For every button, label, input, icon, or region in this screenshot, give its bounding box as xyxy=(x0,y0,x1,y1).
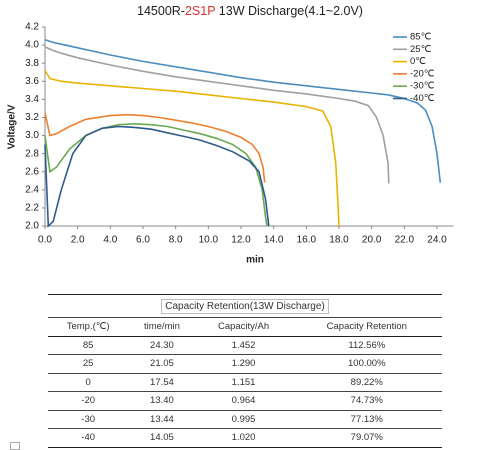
x-tick-label: 8.0 xyxy=(169,235,183,246)
series-line xyxy=(44,38,442,183)
table-cell: 74.73% xyxy=(291,391,442,411)
table-cell: 1.452 xyxy=(195,336,292,355)
y-axis-label: Voltage/V xyxy=(7,104,18,149)
caption-cell: Capacity Retention(13W Discharge) xyxy=(48,294,442,318)
y-tick-label: 4.0 xyxy=(25,40,39,51)
table-cell: -40 xyxy=(48,428,129,448)
retention-table: Capacity Retention(13W Discharge) Temp.(℃… xyxy=(48,294,442,448)
table-row: 85 24.30 1.452 112.56% xyxy=(48,336,442,355)
legend-label: -20℃ xyxy=(410,68,435,79)
x-tick-label: 24.0 xyxy=(427,235,447,246)
table-cell: 79.07% xyxy=(291,428,442,448)
x-tick-label: 20.0 xyxy=(362,235,382,246)
table-row: 0 17.54 1.151 89.22% xyxy=(48,373,442,392)
x-tick-label: 10.0 xyxy=(199,235,219,246)
y-tick-label: 3.0 xyxy=(25,130,39,141)
series-line xyxy=(44,46,390,184)
table-cell: 0 xyxy=(48,373,129,392)
legend-label: 0℃ xyxy=(410,56,426,67)
header-cell: Capacity Retention xyxy=(291,317,442,337)
y-tick-label: 3.8 xyxy=(25,58,39,69)
table-cell: 24.30 xyxy=(128,336,196,355)
caption-row: Capacity Retention(13W Discharge) xyxy=(48,294,442,318)
legend-label: 85℃ xyxy=(410,32,432,43)
table-cell: 14.05 xyxy=(128,428,196,448)
series-line xyxy=(44,112,266,183)
y-tick-label: 3.4 xyxy=(25,94,39,105)
table-cell: 100.00% xyxy=(291,354,442,374)
header-row: Temp.(℃) time/min Capacity/Ah Capacity Rete… xyxy=(48,317,442,337)
table-cell: -20 xyxy=(48,391,129,411)
x-tick-label: 18.0 xyxy=(329,235,349,246)
x-tick-label: 12.0 xyxy=(231,235,251,246)
table-cell: 85 xyxy=(48,336,129,355)
x-tick-label: 0.0 xyxy=(38,235,52,246)
chart: 14500R-2S1P 13W Discharge(4.1~2.0V) min … xyxy=(7,4,454,266)
x-tick-label: 6.0 xyxy=(136,235,150,246)
header-cell: Capacity/Ah xyxy=(195,317,292,337)
y-tick-label: 2.6 xyxy=(25,166,39,177)
header-cell: Temp.(℃) xyxy=(48,317,129,337)
checkbox-icon xyxy=(10,442,20,450)
title-part: 14500R- xyxy=(137,4,185,18)
table-cell: 21.05 xyxy=(128,354,196,374)
title-part: 2S1P xyxy=(185,4,215,18)
table-cell: 13.44 xyxy=(128,410,196,429)
y-tick-label: 2.8 xyxy=(25,148,39,159)
y-tick-label: 4.2 xyxy=(25,22,39,33)
table-cell: 89.22% xyxy=(291,373,442,392)
table-cell: 13.40 xyxy=(128,391,196,411)
table-cell: -30 xyxy=(48,410,129,429)
table-cell: 25 xyxy=(48,354,129,374)
series-line xyxy=(44,125,270,228)
title-part: 13W Discharge(4.1~2.0V) xyxy=(215,4,363,18)
table-cell: 1.290 xyxy=(195,354,292,374)
legend-label: 25℃ xyxy=(410,44,432,55)
y-tick-label: 2.4 xyxy=(25,184,39,195)
x-tick-label: 2.0 xyxy=(71,235,85,246)
y-tick-label: 3.2 xyxy=(25,112,39,123)
table-cell: 1.020 xyxy=(195,428,292,448)
x-tick-label: 14.0 xyxy=(264,235,284,246)
x-tick-label: 22.0 xyxy=(395,235,415,246)
table-cell: 0.995 xyxy=(195,410,292,429)
table-cell: 0.964 xyxy=(195,391,292,411)
series-line xyxy=(44,122,268,227)
y-tick-label: 2.2 xyxy=(25,203,39,214)
table-row: -20 13.40 0.964 74.73% xyxy=(48,391,442,411)
x-tick-label: 16.0 xyxy=(297,235,317,246)
table-row: -40 14.05 1.020 79.07% xyxy=(48,428,442,448)
table-caption: Capacity Retention(13W Discharge) xyxy=(161,298,329,314)
table-cell: 1.151 xyxy=(195,373,292,392)
chart-title: 14500R-2S1P 13W Discharge(4.1~2.0V) xyxy=(137,4,363,18)
x-axis-label: min xyxy=(246,255,264,266)
table-row: 25 21.05 1.290 100.00% xyxy=(48,354,442,374)
x-tick-label: 4.0 xyxy=(103,235,117,246)
table-cell: 112.56% xyxy=(291,336,442,355)
table-cell: 17.54 xyxy=(128,373,196,392)
legend-label: -40℃ xyxy=(410,93,435,104)
y-tick-label: 2.0 xyxy=(25,221,39,232)
table-row: -30 13.44 0.995 77.13% xyxy=(48,410,442,429)
series-line xyxy=(44,69,340,227)
header-cell: time/min xyxy=(128,317,196,337)
table-cell: 77.13% xyxy=(291,410,442,429)
y-tick-label: 3.6 xyxy=(25,76,39,87)
legend-label: -30℃ xyxy=(410,81,435,92)
